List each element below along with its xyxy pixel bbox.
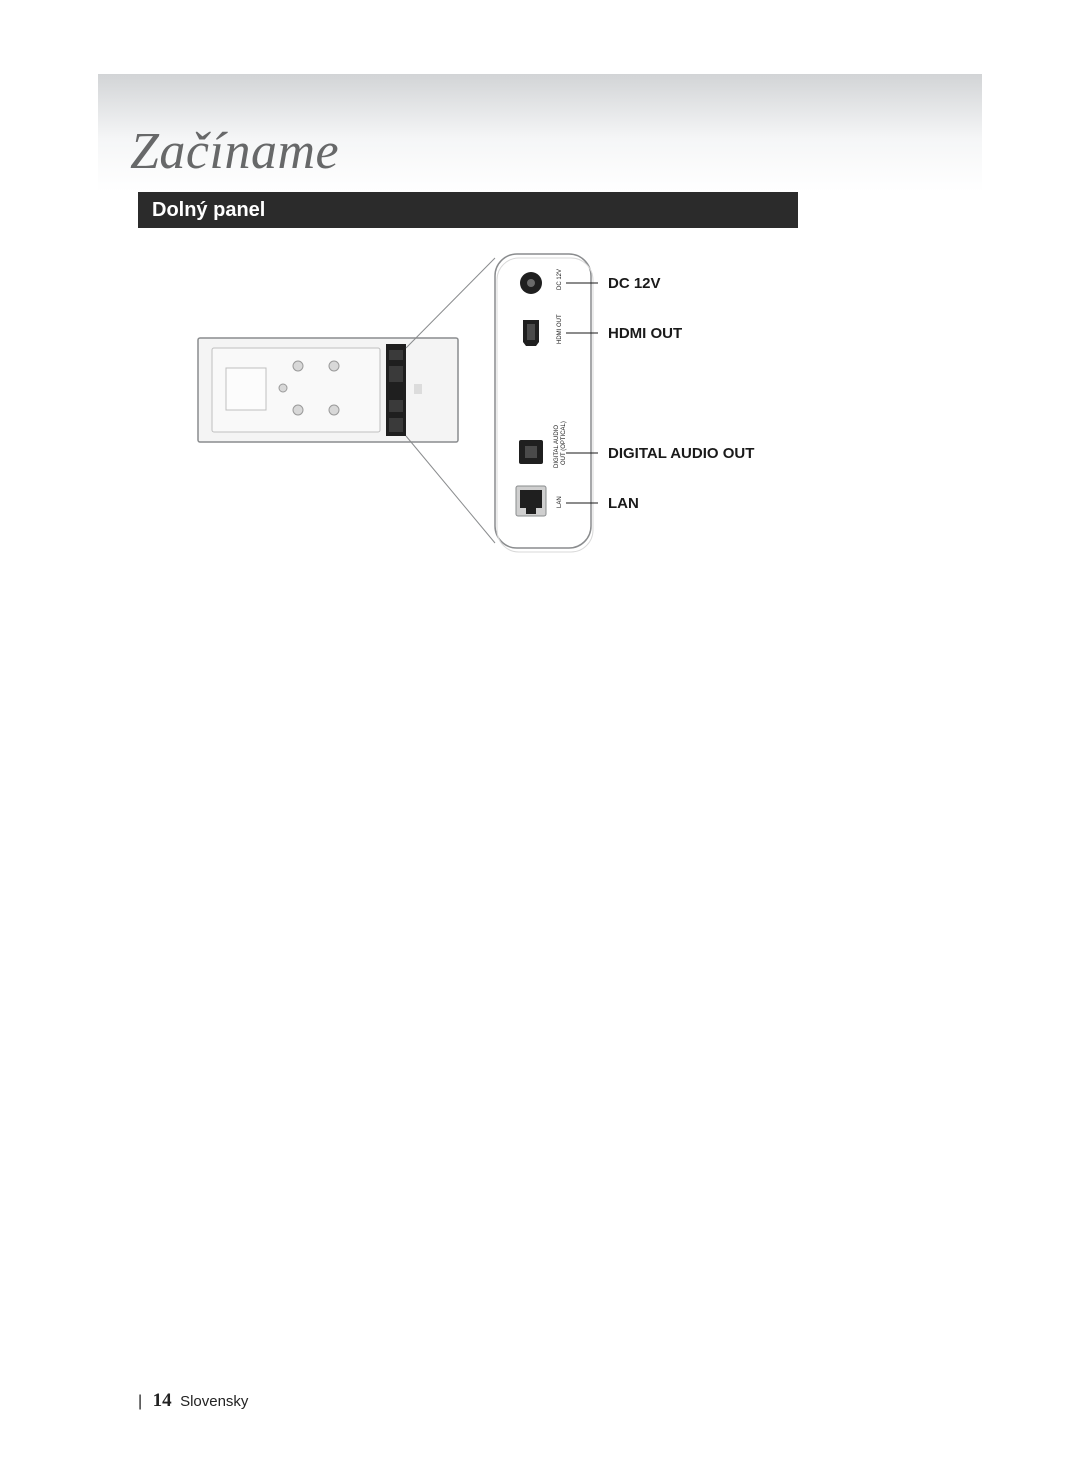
dc-label: DC 12V [608,275,661,292]
dc-jack-icon [520,272,542,294]
audio-vlabel-2: OUT (OPTICAL) [561,421,567,465]
hdmi-port-icon [523,320,539,346]
page: Začíname Dolný panel [0,0,1080,1477]
device-panel-icon [198,338,458,442]
hdmi-vlabel: HDMI OUT [557,314,563,344]
bottom-panel-diagram: DC 12V HDMI OUT DIGITAL AUDIO OUT (OPTIC… [138,240,798,580]
footer-language: Slovensky [180,1393,248,1410]
audio-label: DIGITAL AUDIO OUT [608,445,754,462]
audio-vlabel-1: DIGITAL AUDIO [554,425,560,468]
footer-divider: | [138,1393,142,1410]
hdmi-label: HDMI OUT [608,325,682,342]
dc-vlabel: DC 12V [557,269,563,290]
lan-vlabel: LAN [557,496,563,508]
lan-label: LAN [608,495,639,512]
section-title-bar: Dolný panel [138,192,798,228]
page-footer: | 14 Slovensky [138,1390,248,1412]
page-title: Začíname [130,122,339,181]
lan-port-icon [516,486,546,516]
page-number: 14 [153,1390,172,1411]
callout-box: DC 12V HDMI OUT DIGITAL AUDIO OUT (OPTIC… [495,254,593,552]
optical-port-icon [519,440,543,464]
section-title: Dolný panel [152,199,265,222]
